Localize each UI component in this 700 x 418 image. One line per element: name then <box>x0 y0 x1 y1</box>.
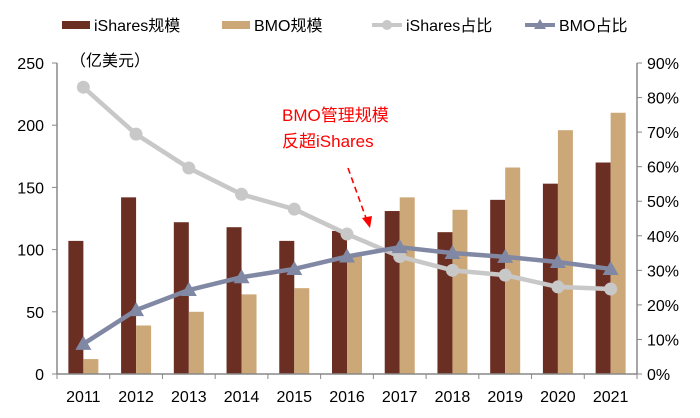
right-tick-label: 30% <box>647 263 679 280</box>
bar-bmo-2016 <box>347 254 362 374</box>
right-tick-label: 10% <box>647 332 679 349</box>
bar-bmo-2018 <box>452 209 468 374</box>
legend-label-0: iShares规模 <box>94 17 180 35</box>
x-tick-label: 2013 <box>171 389 207 406</box>
left-tick-label: 100 <box>17 243 44 260</box>
x-tick-label: 2014 <box>224 389 260 406</box>
x-tick-label: 2019 <box>487 389 523 406</box>
bar-bmo-2013 <box>188 311 204 374</box>
x-tick-label: 2015 <box>276 389 312 406</box>
axes: 0 50 100 150 200 250 0% 10% 20% 30% 40% 50% 60% 70% 80… <box>17 56 679 406</box>
point-bmo-share-2018 <box>444 245 461 260</box>
bar-bmo-2017 <box>399 197 415 374</box>
x-tick-label: 2020 <box>540 389 576 406</box>
point-bmo-share-2020 <box>549 254 566 269</box>
legend-label-3: BMO占比 <box>559 17 627 35</box>
point-ishares-share-2011 <box>76 80 90 94</box>
right-tick-label: 90% <box>647 56 679 73</box>
bar-ishares-2012 <box>121 197 137 374</box>
point-bmo-share-2015 <box>286 260 303 275</box>
point-bmo-share-2019 <box>497 248 514 263</box>
annotation-arrow-head <box>362 216 372 228</box>
x-tick-label: 2012 <box>118 389 154 406</box>
bar-bmo-2021 <box>610 112 626 374</box>
x-tick-label: 2016 <box>329 389 365 406</box>
lines <box>75 80 619 350</box>
left-tick-label: 250 <box>17 56 44 73</box>
point-bmo-share-2012 <box>128 302 145 317</box>
legend-swatch-0 <box>62 21 90 29</box>
legend-marker-2 <box>382 20 392 30</box>
point-ishares-share-2015 <box>287 202 301 216</box>
bar-ishares-2015 <box>279 240 295 374</box>
point-bmo-share-2021 <box>602 260 619 275</box>
y-axis-unit-label: （亿美元） <box>70 52 150 70</box>
point-bmo-share-2013 <box>180 282 197 297</box>
legend: iShares规模 BMO规模 iShares占比 BMO占比 <box>62 17 627 35</box>
bar-ishares-2014 <box>226 227 242 374</box>
bar-bmo-2019 <box>505 167 521 374</box>
left-tick-label: 50 <box>26 305 44 322</box>
annotation-line-2: 反超iShares <box>282 132 374 151</box>
point-ishares-share-2017 <box>393 250 407 264</box>
bar-ishares-2011 <box>68 240 84 374</box>
bar-bmo-2014 <box>241 294 257 374</box>
right-tick-label: 40% <box>647 229 679 246</box>
x-tick-label: 2011 <box>66 389 101 406</box>
bar-bmo-2020 <box>557 130 573 374</box>
point-bmo-share-2016 <box>339 248 355 263</box>
x-tick-label: 2017 <box>382 389 418 406</box>
annotation-line-1: BMO管理规模 <box>282 106 389 125</box>
bars <box>68 112 626 374</box>
right-tick-label: 80% <box>647 91 679 108</box>
point-bmo-share-2014 <box>233 269 250 284</box>
point-ishares-share-2021 <box>604 282 618 296</box>
bar-ishares-2017 <box>384 211 400 374</box>
point-bmo-share-2011 <box>75 335 92 350</box>
legend-label-1: BMO规模 <box>254 17 322 35</box>
right-tick-label: 70% <box>647 125 679 142</box>
left-tick-label: 0 <box>35 367 44 384</box>
point-ishares-share-2014 <box>235 187 249 201</box>
point-ishares-share-2020 <box>551 280 565 294</box>
point-ishares-share-2018 <box>445 263 459 277</box>
right-tick-label: 50% <box>647 194 679 211</box>
legend-label-2: iShares占比 <box>406 17 492 35</box>
point-ishares-share-2013 <box>182 161 196 175</box>
bar-bmo-2011 <box>83 359 99 374</box>
right-tick-label: 60% <box>647 160 679 177</box>
annotation-arrow-line <box>347 167 367 219</box>
right-tick-label: 20% <box>647 298 679 315</box>
bar-ishares-2019 <box>490 199 506 374</box>
x-tick-label: 2021 <box>593 389 629 406</box>
left-tick-label: 200 <box>17 118 44 135</box>
bar-ishares-2020 <box>542 183 558 374</box>
x-tick-label: 2018 <box>435 389 471 406</box>
right-tick-label: 0% <box>647 367 670 384</box>
point-ishares-share-2016 <box>340 227 354 241</box>
bar-bmo-2012 <box>136 325 152 374</box>
legend-marker-3 <box>534 19 546 29</box>
point-ishares-share-2019 <box>498 268 512 282</box>
annotation: BMO管理规模 反超iShares <box>282 106 389 228</box>
bar-bmo-2015 <box>294 288 310 374</box>
legend-swatch-1 <box>222 21 250 29</box>
left-tick-label: 150 <box>17 180 44 197</box>
point-ishares-share-2012 <box>129 127 143 141</box>
bar-ishares-2013 <box>173 222 189 374</box>
bar-ishares-2016 <box>332 230 347 374</box>
point-bmo-share-2017 <box>391 239 408 254</box>
